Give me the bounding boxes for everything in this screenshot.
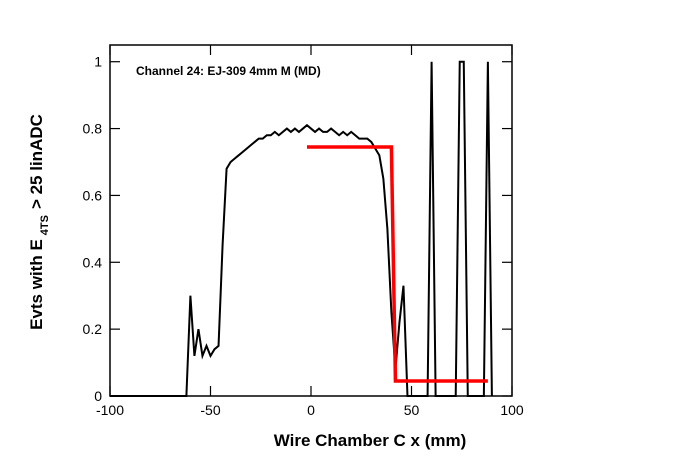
y-tick-label: 0.2 [83,321,103,337]
data-line [110,60,493,397]
y-tick-label: 0.4 [83,254,103,270]
y-tick-label: 0.8 [83,121,103,137]
y-tick-label: 1 [94,54,102,70]
x-tick-label: -100 [96,402,124,418]
data-line [306,145,488,383]
x-axis-label: Wire Chamber C x (mm) [274,431,467,450]
y-axis-label-main: Evts with E [27,239,46,330]
y-tick-label: 0.6 [83,187,103,203]
x-tick-label: 50 [404,402,420,418]
x-tick-label: 0 [307,402,315,418]
y-axis-label-end: > 25 linADC [27,114,46,209]
x-tick-label: 100 [500,402,524,418]
y-tick-label: 0 [94,388,102,404]
frame [109,44,513,397]
y-axis-label: Evts with E 4TS > 25 linADC [27,114,51,330]
x-tick-label: -50 [200,402,220,418]
chart-title: Channel 24: EJ-309 4mm M (MD) [136,64,321,78]
y-axis-label-sub: 4TS [39,215,51,235]
